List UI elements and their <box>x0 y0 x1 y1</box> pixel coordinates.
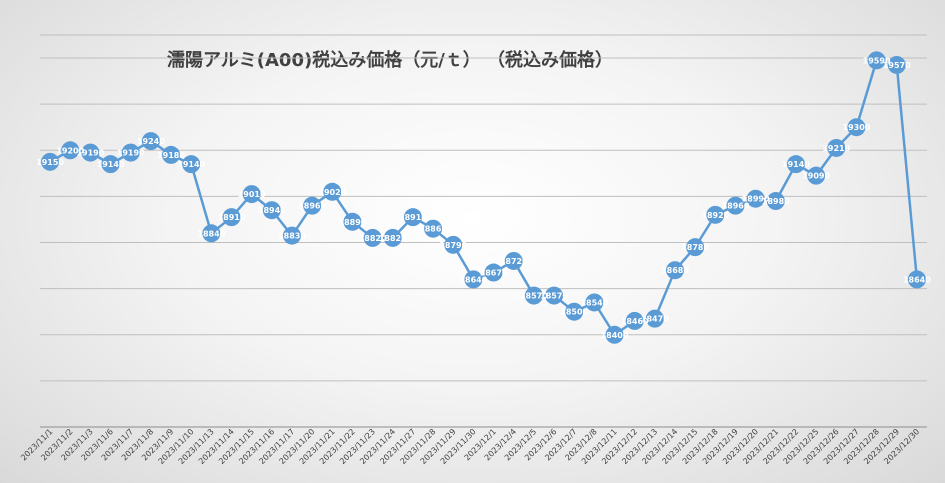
data-point <box>545 286 564 305</box>
data-point <box>81 143 100 162</box>
data-markers <box>41 51 926 344</box>
data-point <box>403 208 422 227</box>
data-point <box>565 302 584 321</box>
data-label: 19240 <box>137 137 165 146</box>
x-tick-labels: 2023/11/12023/11/22023/11/32023/11/62023… <box>19 427 921 466</box>
data-label: 18920 <box>701 211 729 220</box>
data-point <box>766 192 785 211</box>
chart-title: 濡陽アルミ(A00)税込み価格（元/ｔ） （税込み価格） <box>167 49 613 71</box>
data-label: 19200 <box>56 146 84 155</box>
data-point <box>141 132 160 151</box>
data-label: 18990 <box>742 195 770 204</box>
data-label: 18890 <box>339 218 367 227</box>
data-point <box>666 261 685 280</box>
data-label: 19090 <box>802 172 830 181</box>
data-label: 18670 <box>480 269 508 278</box>
data-label: 19210 <box>822 144 850 153</box>
data-label: 18640 <box>459 275 487 284</box>
data-label: 18570 <box>540 292 568 301</box>
data-label: 18860 <box>419 225 447 234</box>
data-label: 18680 <box>661 266 689 275</box>
data-label: 18980 <box>762 197 790 206</box>
data-point <box>343 212 362 231</box>
data-point <box>363 228 382 247</box>
data-point <box>61 141 80 160</box>
data-label: 18960 <box>298 202 326 211</box>
data-label: 19010 <box>238 190 266 199</box>
data-point <box>242 185 261 204</box>
data-point <box>807 166 826 185</box>
data-point <box>303 196 322 215</box>
data-point <box>484 263 503 282</box>
data-point <box>182 155 201 174</box>
data-point <box>464 270 483 289</box>
data-point <box>907 270 926 289</box>
data-label: 18840 <box>197 229 225 238</box>
data-point <box>323 182 342 201</box>
data-point <box>706 205 725 224</box>
data-label: 18780 <box>681 243 709 252</box>
data-point <box>786 155 805 174</box>
data-point <box>524 286 543 305</box>
data-label: 19150 <box>36 158 64 167</box>
data-label: 18720 <box>500 257 528 266</box>
data-label: 18500 <box>560 308 588 317</box>
data-label: 18470 <box>641 315 669 324</box>
data-label: 19570 <box>883 61 911 70</box>
data-point <box>867 51 886 70</box>
data-point <box>444 235 463 254</box>
data-point <box>686 238 705 257</box>
data-point <box>605 325 624 344</box>
data-point <box>726 196 745 215</box>
data-label: 18830 <box>278 232 306 241</box>
data-label: 19140 <box>782 160 810 169</box>
data-labels: 1915019200191901914019190192401918019140… <box>36 56 931 339</box>
data-point <box>121 143 140 162</box>
data-label: 18960 <box>722 202 750 211</box>
gridlines <box>40 34 927 382</box>
data-point <box>645 309 664 328</box>
data-label: 18400 <box>601 331 629 340</box>
data-label: 18910 <box>399 213 427 222</box>
data-label: 18790 <box>439 241 467 250</box>
data-label: 18820 <box>379 234 407 243</box>
data-label: 19590 <box>863 56 891 65</box>
data-label: 19300 <box>843 123 871 132</box>
data-point <box>585 293 604 312</box>
data-point <box>746 189 765 208</box>
data-point <box>262 201 281 220</box>
data-point <box>41 152 60 171</box>
data-point <box>847 118 866 137</box>
data-label: 18570 <box>520 292 548 301</box>
data-label: 18640 <box>903 275 931 284</box>
data-label: 18910 <box>218 213 246 222</box>
data-label: 19190 <box>76 149 104 158</box>
data-label: 19190 <box>117 149 145 158</box>
data-label: 19140 <box>97 160 125 169</box>
data-point <box>887 55 906 74</box>
data-label: 18540 <box>580 298 608 307</box>
data-point <box>625 311 644 330</box>
data-point <box>101 155 120 174</box>
data-label: 18940 <box>258 206 286 215</box>
data-point <box>383 228 402 247</box>
data-point <box>202 224 221 243</box>
data-point <box>222 208 241 227</box>
data-point <box>504 251 523 270</box>
data-point <box>424 219 443 238</box>
data-point <box>282 226 301 245</box>
data-label: 19020 <box>318 188 346 197</box>
data-label: 18460 <box>621 317 649 326</box>
data-label: 18820 <box>359 234 387 243</box>
data-point <box>162 145 181 164</box>
data-label: 19140 <box>177 160 205 169</box>
data-label: 19180 <box>157 151 185 160</box>
data-point <box>827 138 846 157</box>
